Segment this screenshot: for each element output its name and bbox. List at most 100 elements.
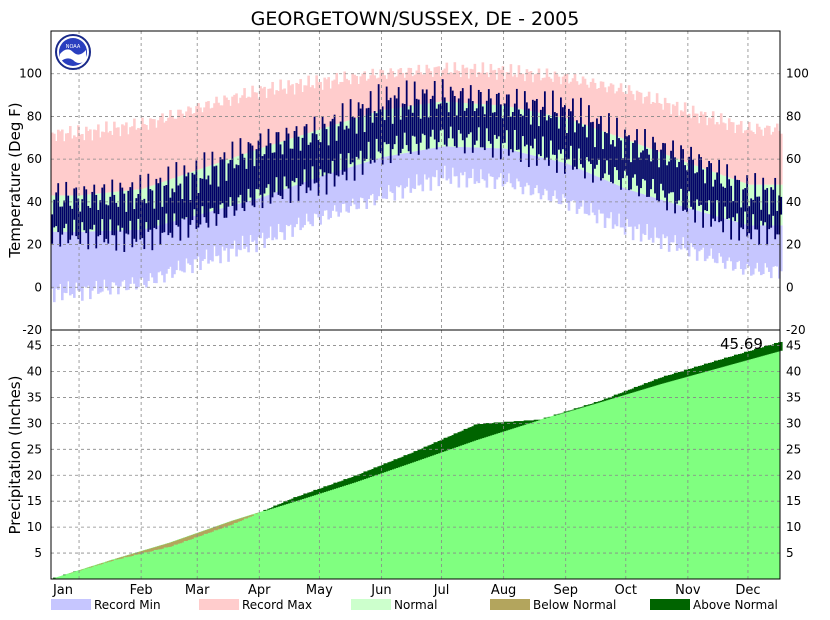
above-normal-bar xyxy=(735,354,739,363)
observed-range-bar xyxy=(163,185,166,233)
record-min-bar xyxy=(163,223,166,283)
record-min-bar xyxy=(93,231,96,289)
record-max-bar xyxy=(259,86,262,149)
record-max-bar xyxy=(613,93,617,136)
observed-range-bar xyxy=(557,128,560,150)
observed-range-bar xyxy=(157,183,160,220)
above-normal-bar xyxy=(317,488,320,494)
record-min-bar xyxy=(591,174,595,213)
observed-range-bar xyxy=(373,111,376,163)
precip-departure-series xyxy=(53,341,783,579)
above-normal-bar xyxy=(603,398,607,401)
record-min-bar xyxy=(747,225,751,267)
record-max-bar xyxy=(599,81,603,131)
above-normal-bar xyxy=(305,493,308,498)
precip-tick-left: 35 xyxy=(27,390,42,404)
observed-range-bar xyxy=(147,173,150,232)
record-min-bar xyxy=(193,215,196,260)
observed-range-bar xyxy=(449,86,452,127)
record-max-bar xyxy=(681,111,685,162)
below-normal-bar xyxy=(97,564,100,565)
observed-range-bar xyxy=(255,149,258,190)
observed-range-bar xyxy=(716,172,719,201)
record-max-bar xyxy=(319,81,322,130)
record-min-bar xyxy=(477,147,481,184)
observed-range-bar xyxy=(209,184,212,209)
record-min-bar xyxy=(635,192,639,230)
observed-range-bar xyxy=(223,152,226,218)
record-max-bar xyxy=(453,62,457,103)
observed-range-bar xyxy=(323,123,326,173)
observed-range-bar xyxy=(73,188,76,220)
observed-range-bar xyxy=(341,103,344,175)
observed-range-bar xyxy=(445,102,448,147)
above-normal-bar xyxy=(709,362,713,371)
record-min-bar xyxy=(725,219,729,261)
record-min-bar xyxy=(663,200,667,239)
observed-range-bar xyxy=(608,113,610,175)
below-normal-bar xyxy=(157,546,160,550)
record-min-bar xyxy=(733,221,737,270)
above-normal-bar xyxy=(267,508,270,510)
observed-range-bar xyxy=(375,113,378,139)
precip-tick-right: 10 xyxy=(786,520,801,534)
record-min-bar xyxy=(419,150,423,185)
observed-range-bar xyxy=(393,95,396,145)
above-normal-bar xyxy=(389,461,393,471)
record-min-bar xyxy=(499,148,503,174)
record-max-bar xyxy=(361,73,365,117)
record-max-bar xyxy=(607,86,611,134)
record-min-bar xyxy=(673,203,677,236)
record-min-bar xyxy=(723,218,727,269)
above-normal-bar xyxy=(553,414,557,416)
observed-range-bar xyxy=(479,92,482,148)
record-max-bar xyxy=(419,72,423,105)
record-min-bar xyxy=(269,194,272,227)
record-max-bar xyxy=(277,91,280,143)
record-max-bar xyxy=(173,118,176,179)
observed-range-bar xyxy=(752,199,755,215)
record-max-bar xyxy=(393,77,397,109)
record-max-bar xyxy=(621,92,625,139)
observed-range-bar xyxy=(497,92,500,137)
record-max-bar xyxy=(207,101,210,167)
observed-range-bar xyxy=(127,190,130,235)
record-min-bar xyxy=(565,163,569,204)
above-normal-bar xyxy=(717,359,721,368)
record-max-bar xyxy=(497,67,501,106)
record-max-bar xyxy=(733,133,737,180)
record-min-bar xyxy=(573,166,577,201)
below-normal-bar xyxy=(175,540,178,545)
below-normal-bar xyxy=(105,561,108,563)
observed-range-bar xyxy=(195,160,198,229)
observed-range-bar xyxy=(439,103,442,131)
record-min-bar xyxy=(685,207,689,251)
record-max-bar xyxy=(189,107,192,173)
record-max-bar xyxy=(149,118,152,187)
chart-title: GEORGETOWN/SUSSEX, DE - 2005 xyxy=(251,8,580,30)
legend-swatch xyxy=(490,599,530,610)
above-normal-bar xyxy=(63,574,66,576)
observed-range-bar xyxy=(403,103,406,133)
record-min-bar xyxy=(359,163,363,198)
observed-range-bar xyxy=(407,109,410,152)
observed-range-bar xyxy=(574,132,576,167)
record-max-bar xyxy=(747,121,751,185)
observed-range-bar xyxy=(570,111,572,146)
record-min-bar xyxy=(403,153,407,189)
record-min-bar xyxy=(111,230,114,283)
below-normal-bar xyxy=(169,542,172,547)
record-max-bar xyxy=(357,83,361,118)
above-normal-bar xyxy=(355,475,359,482)
record-min-bar xyxy=(51,231,54,289)
record-max-bar xyxy=(717,124,721,175)
observed-range-bar xyxy=(503,103,506,143)
record-max-bar xyxy=(431,76,435,103)
above-normal-bar xyxy=(515,421,519,428)
record-min-bar xyxy=(641,194,645,234)
above-normal-bar xyxy=(703,363,707,372)
record-min-bar xyxy=(395,154,399,187)
above-normal-bar xyxy=(483,423,487,438)
record-max-bar xyxy=(661,109,665,154)
legend-label: Record Min xyxy=(94,598,161,612)
